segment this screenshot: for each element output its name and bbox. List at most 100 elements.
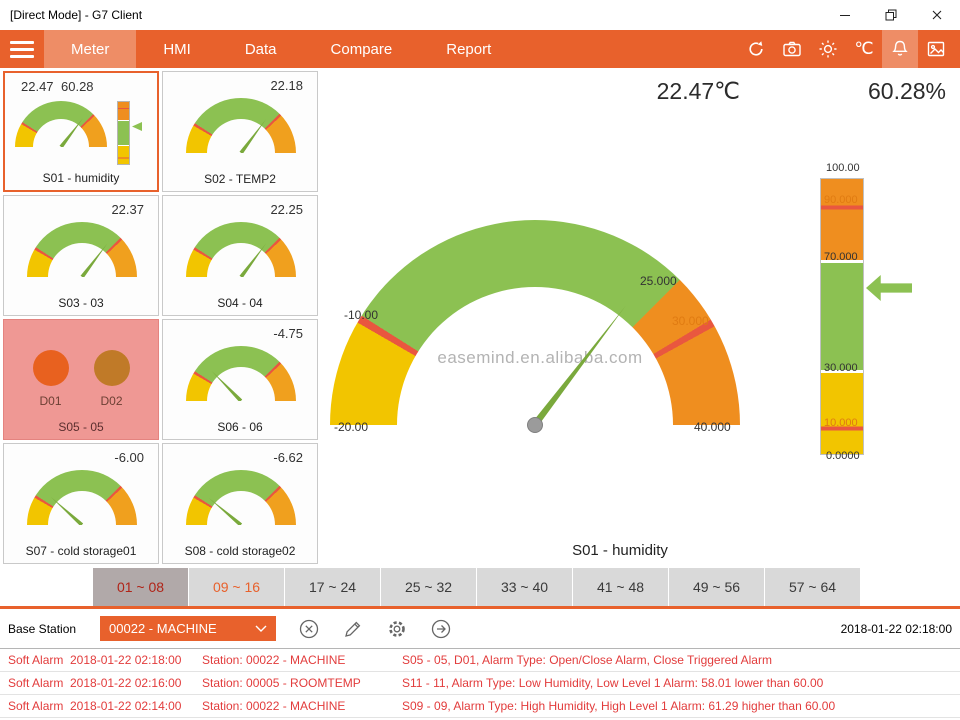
tile-label: S07 - cold storage01 — [25, 544, 137, 558]
range-tab-17~24[interactable]: 17 ~ 24 — [285, 568, 380, 606]
meter-grid: 22.47 60.28 S01 - humidity 22.18 S02 - TEMP2… — [0, 68, 320, 568]
tile-value: 22.47 — [21, 79, 54, 94]
tile-label: S05 - 05 — [58, 420, 104, 434]
dot-label: D01 — [39, 394, 62, 408]
dot-row: D01 D02 — [4, 350, 158, 408]
alarm-row[interactable]: Soft Alarm 2018-01-22 02:14:00 Station: 00… — [0, 695, 960, 718]
alarm-list: Soft Alarm 2018-01-22 02:18:00 Station: 00… — [0, 649, 960, 720]
meter-tile[interactable]: -6.00 S07 - cold storage01 — [3, 443, 159, 564]
tile-label: S06 - 06 — [217, 420, 263, 434]
alarm-station: Station: 00022 - MACHINE — [202, 653, 346, 667]
alarm-row[interactable]: Soft Alarm 2018-01-22 02:16:00 Station: 00… — [0, 672, 960, 695]
minimize-icon — [840, 15, 850, 16]
brightness-icon[interactable] — [810, 30, 846, 68]
selected-sensor-label: S01 - humidity — [572, 542, 668, 559]
menu-icon[interactable] — [0, 30, 44, 68]
edit-icon[interactable] — [342, 618, 364, 640]
meter-tile[interactable]: -6.62 S08 - cold storage02 — [162, 443, 318, 564]
tile-value: 22.18 — [270, 78, 303, 93]
alarm-station: Station: 00022 - MACHINE — [202, 699, 346, 713]
tile-gauge — [186, 470, 296, 525]
tile-value: 22.25 — [270, 202, 303, 217]
status-dot-icon — [32, 350, 69, 386]
dot-label: D02 — [100, 394, 123, 408]
bar-gauge-pointer — [866, 275, 912, 301]
bar-scale-30: 30.000 — [824, 362, 858, 374]
station-dropdown[interactable]: 00022 - MACHINE — [100, 616, 277, 641]
range-tab-bar: 01 ~ 08 09 ~ 16 17 ~ 24 25 ~ 32 33 ~ 40 41 ~ … — [0, 568, 960, 609]
range-tab-09~16[interactable]: 09 ~ 16 — [189, 568, 284, 606]
tile-gauge — [27, 222, 137, 277]
tile-label: S04 - 04 — [217, 296, 263, 310]
alarm-type: Soft Alarm — [8, 653, 64, 667]
nav-tab-compare[interactable]: Compare — [330, 40, 393, 58]
bar-gauge — [820, 178, 864, 455]
tile-label: S01 - humidity — [42, 171, 120, 185]
base-station-label: Base Station — [8, 621, 77, 636]
dot-item: D02 — [93, 350, 130, 408]
alarm-station: Station: 00005 - ROOMTEMP — [202, 676, 361, 690]
alarm-bell-icon[interactable] — [882, 30, 918, 68]
watermark: easemind.en.alibaba.com — [437, 348, 643, 367]
gauge-scale-min: -20.00 — [334, 420, 369, 434]
tile-gauge — [186, 98, 296, 153]
close-button[interactable] — [914, 0, 960, 30]
nav-tab-hmi[interactable]: HMI — [163, 40, 191, 58]
alarm-detail: S05 - 05, D01, Alarm Type: Open/Close Al… — [402, 653, 772, 667]
main-gauge — [330, 220, 740, 425]
camera-icon[interactable] — [774, 30, 810, 68]
meter-tile[interactable]: 22.47 60.28 S01 - humidity — [3, 71, 159, 192]
go-icon[interactable] — [430, 618, 452, 640]
tile-value: -4.75 — [273, 326, 303, 341]
nav-tab-data[interactable]: Data — [244, 40, 277, 58]
range-tab-41~48[interactable]: 41 ~ 48 — [573, 568, 668, 606]
station-dropdown-value: 00022 - MACHINE — [109, 621, 217, 636]
alarm-time: 2018-01-22 02:16:00 — [70, 676, 182, 690]
temperature-display: 22.47℃ — [656, 78, 740, 104]
alarm-detail: S09 - 09, Alarm Type: High Humidity, Hig… — [402, 699, 836, 713]
celsius-unit[interactable]: ℃ — [854, 39, 874, 58]
tile-bar-pointer — [132, 122, 142, 131]
meter-tile[interactable]: D01 D02 S05 - 05 — [3, 319, 159, 440]
snapshot-icon[interactable] — [918, 30, 954, 68]
range-tab-49~56[interactable]: 49 ~ 56 — [669, 568, 764, 606]
alarm-row[interactable]: Soft Alarm 2018-01-22 02:18:00 Station: 00… — [0, 649, 960, 672]
bar-scale-100: 100.00 — [826, 162, 860, 174]
minimize-button[interactable] — [822, 0, 868, 30]
gauge-hub-icon — [527, 417, 543, 433]
tile-bar-gauge — [117, 101, 130, 165]
tile-label: S02 - TEMP2 — [204, 172, 276, 186]
meter-tile[interactable]: 22.25 S04 - 04 — [162, 195, 318, 316]
range-tab-57~64[interactable]: 57 ~ 64 — [765, 568, 860, 606]
current-timestamp: 2018-01-22 02:18:00 — [840, 621, 952, 636]
settings-icon[interactable] — [386, 618, 408, 640]
tile-gauge — [186, 222, 296, 277]
title-bar: [Direct Mode] - G7 Client — [0, 0, 960, 30]
station-control-bar: Base Station 00022 - MACHINE 2018-01-22 … — [0, 609, 960, 649]
range-tab-01~08[interactable]: 01 ~ 08 — [93, 568, 188, 606]
tile-label: S03 - 03 — [58, 296, 104, 310]
nav-tab-meter[interactable]: Meter — [44, 30, 137, 68]
clear-icon[interactable] — [298, 618, 320, 640]
restore-button[interactable] — [868, 0, 914, 30]
range-tab-33~40[interactable]: 33 ~ 40 — [477, 568, 572, 606]
meter-tile[interactable]: 22.18 S02 - TEMP2 — [162, 71, 318, 192]
humidity-display: 60.28% — [867, 78, 946, 104]
bar-scale-90: 90.000 — [824, 194, 858, 206]
tile-value: 22.37 — [111, 202, 144, 217]
alarm-time: 2018-01-22 02:14:00 — [70, 699, 182, 713]
meter-tile[interactable]: -4.75 S06 - 06 — [162, 319, 318, 440]
range-tab-25~32[interactable]: 25 ~ 32 — [381, 568, 476, 606]
window-title: [Direct Mode] - G7 Client — [10, 8, 143, 22]
restore-icon — [885, 9, 897, 21]
tile-value: -6.00 — [114, 450, 144, 465]
nav-icon-bar: ℃ — [738, 30, 954, 68]
alarm-type: Soft Alarm — [8, 699, 64, 713]
tile-gauge — [15, 101, 107, 147]
meter-tile[interactable]: 22.37 S03 - 03 — [3, 195, 159, 316]
nav-tab-report[interactable]: Report — [446, 40, 492, 58]
tile-gauge — [27, 470, 137, 525]
tile-gauge — [186, 346, 296, 401]
refresh-icon[interactable] — [738, 30, 774, 68]
tile-label: S08 - cold storage02 — [184, 544, 296, 558]
